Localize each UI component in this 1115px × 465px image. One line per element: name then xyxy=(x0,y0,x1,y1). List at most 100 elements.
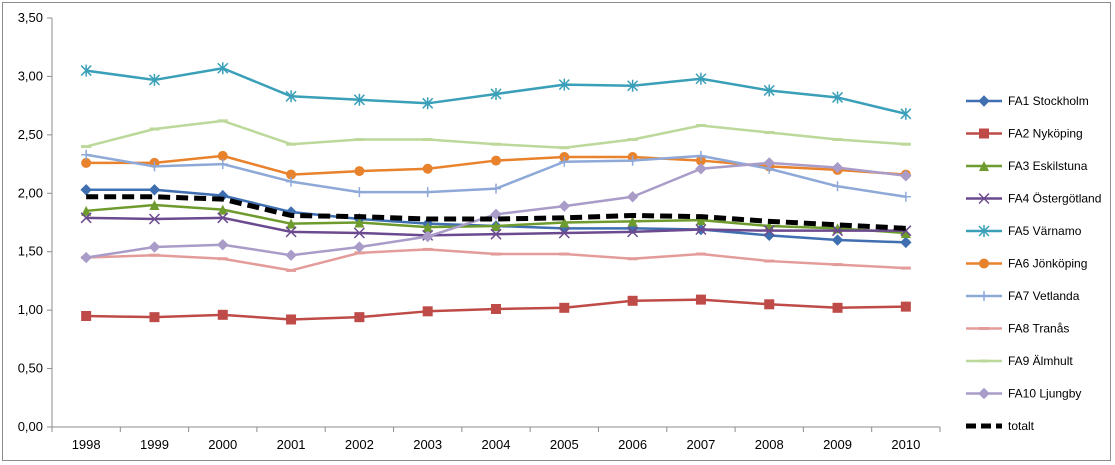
legend-label: FA2 Nyköping xyxy=(1008,127,1083,141)
series-9 xyxy=(81,119,911,150)
data-point xyxy=(217,257,228,261)
series-10 xyxy=(80,157,912,264)
data-point xyxy=(559,217,570,228)
legend-label: FA4 Östergötland xyxy=(1008,192,1101,206)
data-point xyxy=(627,155,638,166)
data-point xyxy=(285,249,297,261)
legend-item: FA7 Vetlanda xyxy=(966,289,1080,303)
x-tick-label: 2000 xyxy=(208,437,237,452)
x-tick-label: 2010 xyxy=(891,437,920,452)
legend-item: FA2 Nyköping xyxy=(966,127,1083,141)
data-point xyxy=(354,312,365,323)
data-point xyxy=(978,192,990,205)
data-point xyxy=(900,228,911,239)
data-point xyxy=(217,309,228,320)
data-point xyxy=(354,187,365,198)
data-point xyxy=(217,62,229,75)
data-point xyxy=(422,187,433,198)
legend-label: FA1 Stockholm xyxy=(1008,94,1089,108)
data-point xyxy=(764,299,775,310)
data-point xyxy=(627,138,638,142)
series-lines xyxy=(80,62,912,325)
series-5 xyxy=(80,62,912,120)
data-point xyxy=(900,142,911,146)
data-point xyxy=(286,142,297,146)
series-7 xyxy=(81,149,911,202)
data-point xyxy=(353,227,365,239)
data-point xyxy=(81,205,92,216)
data-point xyxy=(286,314,297,325)
y-tick-label: 3,00 xyxy=(18,68,43,83)
data-point xyxy=(217,212,229,224)
data-point xyxy=(217,204,228,215)
x-tick-label: 2003 xyxy=(413,437,442,452)
data-point xyxy=(558,227,570,239)
data-point xyxy=(764,259,775,263)
x-tick-label: 2004 xyxy=(482,437,511,452)
axes: 0,00 0,50 1,00 1,50 2,00 2,50 3,00 3,50 1998 1999… xyxy=(18,10,941,452)
data-point xyxy=(422,163,433,174)
series-4 xyxy=(80,212,912,241)
data-point xyxy=(695,223,707,236)
y-tick-label: 0,50 xyxy=(18,361,43,376)
x-tick-label: 2008 xyxy=(755,437,784,452)
data-point xyxy=(832,302,843,313)
data-point xyxy=(217,159,228,170)
data-point xyxy=(831,161,844,174)
legend-label: FA6 Jönköping xyxy=(1008,257,1087,271)
data-point xyxy=(149,312,160,323)
data-point xyxy=(763,157,775,169)
data-point xyxy=(695,150,706,161)
legend-label: FA7 Vetlanda xyxy=(1008,289,1080,303)
data-point xyxy=(286,169,297,180)
data-point xyxy=(626,191,639,203)
data-point xyxy=(421,230,434,243)
data-point xyxy=(979,291,989,301)
legend-item: FA1 Stockholm xyxy=(966,94,1089,108)
series-line xyxy=(86,248,906,272)
y-tick-label: 1,50 xyxy=(18,244,43,259)
series-2 xyxy=(81,294,911,325)
data-point xyxy=(148,184,161,196)
legend-item: FA10 Ljungby xyxy=(966,387,1081,401)
x-tick-label: 1998 xyxy=(72,437,101,452)
data-point xyxy=(422,138,433,142)
data-point xyxy=(559,302,570,313)
series-line xyxy=(86,194,906,231)
data-point xyxy=(627,295,638,306)
data-point xyxy=(286,176,297,187)
data-point xyxy=(900,266,911,270)
data-point xyxy=(627,226,639,238)
legend-label: FA9 Älmhult xyxy=(1008,354,1073,368)
data-point xyxy=(559,146,570,150)
data-point xyxy=(353,241,366,253)
data-point xyxy=(627,216,638,227)
data-point xyxy=(80,251,92,264)
legend-item: FA4 Östergötland xyxy=(966,192,1101,206)
data-point xyxy=(627,257,638,261)
data-point xyxy=(353,93,365,106)
data-point xyxy=(900,191,911,202)
data-point xyxy=(490,228,502,240)
data-point xyxy=(832,138,843,142)
data-point xyxy=(559,252,570,256)
legend-item: FA5 Värnamo xyxy=(966,224,1082,238)
data-point xyxy=(978,387,990,400)
data-point xyxy=(354,166,365,177)
data-point xyxy=(149,199,160,210)
y-tick-label: 0,00 xyxy=(18,419,43,434)
legend-label: FA8 Tranås xyxy=(1008,322,1069,336)
legend-item: FA9 Älmhult xyxy=(966,354,1073,368)
legend-item: totalt xyxy=(966,419,1035,433)
data-point xyxy=(491,221,501,232)
data-point xyxy=(978,225,990,237)
data-point xyxy=(422,247,433,251)
data-point xyxy=(491,303,501,314)
data-point xyxy=(627,79,639,92)
data-point xyxy=(148,241,161,253)
data-point xyxy=(286,268,297,272)
data-point xyxy=(491,155,501,166)
data-point xyxy=(81,157,92,168)
